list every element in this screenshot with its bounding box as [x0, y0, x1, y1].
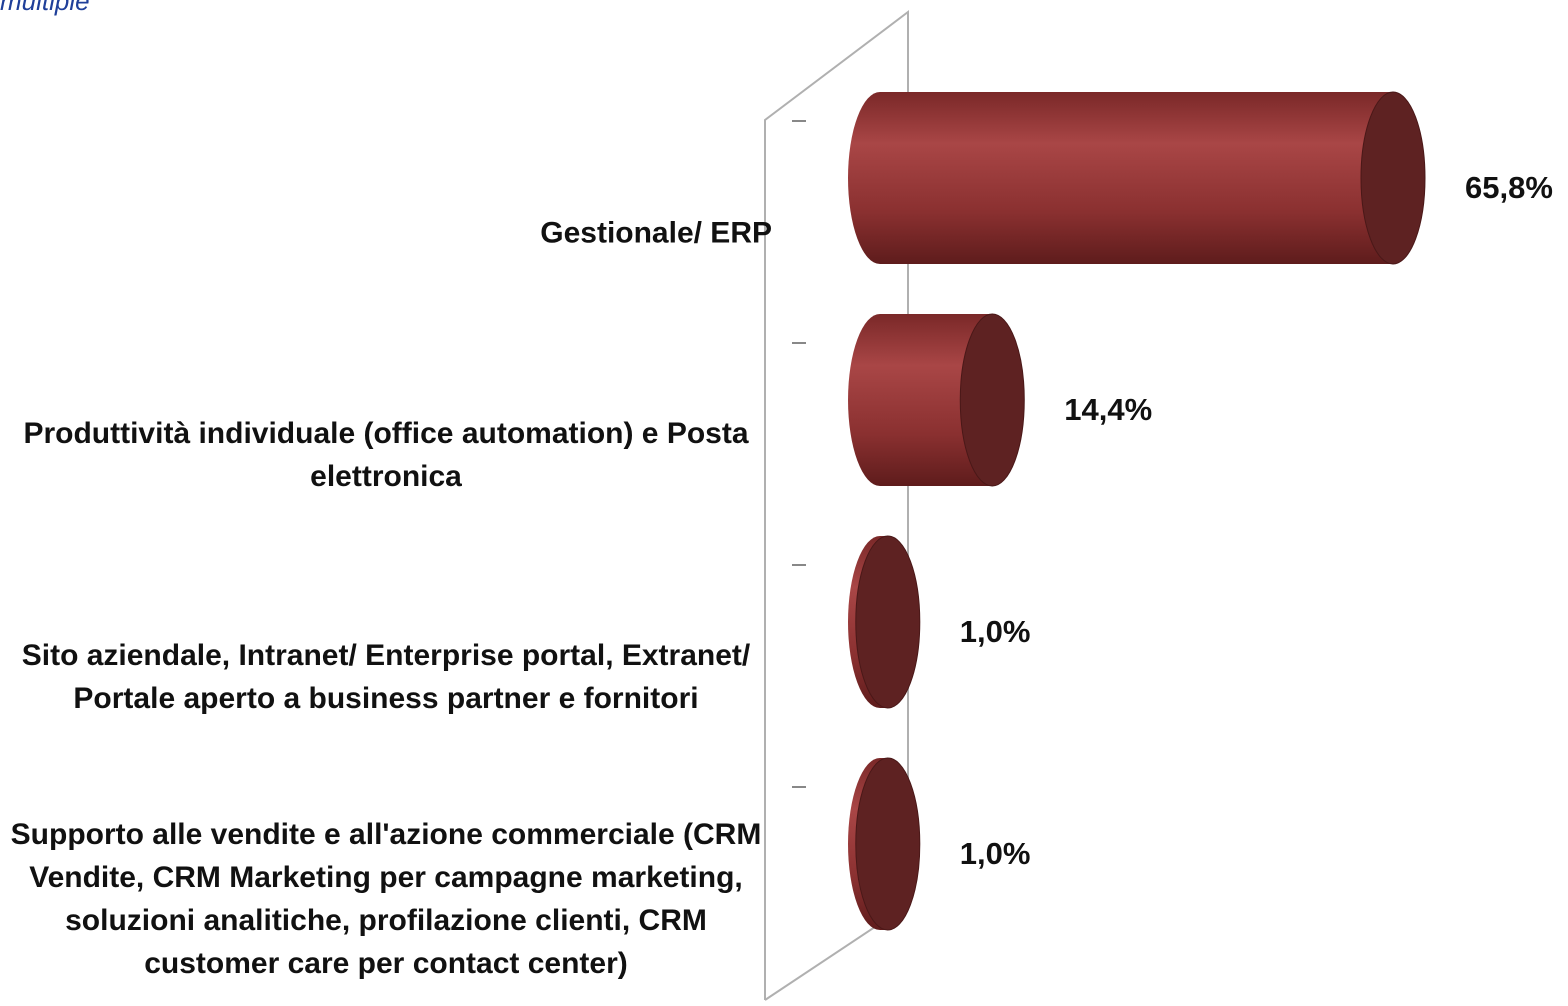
- bar-cap: [855, 535, 921, 709]
- value-label: 65,8%: [1465, 170, 1553, 205]
- bar-body: [848, 92, 1393, 264]
- category-label: Produttività individuale (office automat…: [23, 417, 749, 493]
- category-label: Gestionale/ ERP: [540, 216, 772, 250]
- bar: [848, 757, 921, 931]
- bar-cap: [855, 757, 921, 931]
- bar-cap: [959, 313, 1025, 487]
- bar-body: [848, 314, 993, 486]
- category-label: Supporto alle vendite e all'azione comme…: [10, 818, 762, 980]
- note: multiple: [0, 0, 90, 16]
- bar: [848, 313, 1025, 487]
- bar: [848, 535, 921, 709]
- bar: [848, 91, 1426, 265]
- value-label: 1,0%: [960, 614, 1031, 649]
- bar-cap: [1360, 91, 1426, 265]
- value-label: 1,0%: [960, 836, 1031, 871]
- value-label: 14,4%: [1064, 392, 1152, 427]
- axis-wall: [764, 9, 909, 1001]
- category-label: Sito aziendale, Intranet/ Enterprise por…: [21, 639, 751, 715]
